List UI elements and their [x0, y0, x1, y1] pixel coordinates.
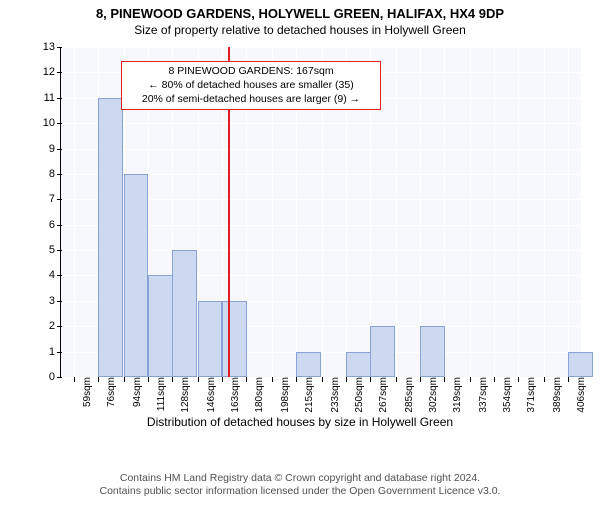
x-tick-label: 354sqm: [494, 377, 513, 413]
histogram-bar: [568, 352, 593, 377]
histogram-bar: [370, 326, 395, 377]
histogram-bar: [222, 301, 247, 377]
x-tick-label: 389sqm: [544, 377, 563, 413]
x-tick-label: 198sqm: [272, 377, 291, 413]
annotation-line: ← 80% of detached houses are smaller (35…: [128, 78, 374, 92]
y-tick-label: 4: [49, 269, 61, 281]
footer-line: Contains HM Land Registry data © Crown c…: [0, 472, 600, 485]
y-tick-label: 2: [49, 320, 61, 332]
x-tick-label: 215sqm: [296, 377, 315, 413]
x-tick-label: 94sqm: [124, 377, 143, 407]
y-tick-label: 8: [49, 168, 61, 180]
x-tick-label: 285sqm: [396, 377, 415, 413]
histogram-bar: [198, 301, 223, 377]
x-tick-label: 406sqm: [568, 377, 587, 413]
x-tick-label: 146sqm: [198, 377, 217, 413]
y-tick-label: 13: [43, 41, 61, 53]
x-tick-label: 371sqm: [518, 377, 537, 413]
x-axis-label: Distribution of detached houses by size …: [0, 415, 600, 429]
x-tick-label: 59sqm: [74, 377, 93, 407]
y-tick-label: 6: [49, 219, 61, 231]
histogram-bar: [172, 250, 197, 377]
y-tick-label: 3: [49, 295, 61, 307]
gridline-vertical: [470, 47, 471, 377]
x-tick-label: 111sqm: [148, 377, 167, 411]
x-tick-label: 163sqm: [222, 377, 241, 413]
histogram-bar: [296, 352, 321, 377]
page-subtitle: Size of property relative to detached ho…: [0, 23, 600, 37]
y-tick-label: 11: [44, 92, 61, 104]
x-tick-label: 267sqm: [370, 377, 389, 413]
footer-line: Contains public sector information licen…: [0, 485, 600, 498]
gridline-vertical: [494, 47, 495, 377]
page-title: 8, PINEWOOD GARDENS, HOLYWELL GREEN, HAL…: [0, 6, 600, 21]
x-tick-label: 128sqm: [172, 377, 191, 413]
annotation-line: 8 PINEWOOD GARDENS: 167sqm: [128, 64, 374, 78]
histogram-bar: [420, 326, 445, 377]
gridline-vertical: [544, 47, 545, 377]
x-tick-label: 233sqm: [322, 377, 341, 413]
chart-attribution: Contains HM Land Registry data © Crown c…: [0, 472, 600, 498]
x-tick-label: 180sqm: [246, 377, 265, 413]
plot-area: 01234567891011121359sqm76sqm94sqm111sqm1…: [60, 47, 581, 378]
x-tick-label: 302sqm: [420, 377, 439, 413]
x-tick-label: 337sqm: [470, 377, 489, 413]
histogram-chart: Number of detached properties 0123456789…: [0, 37, 600, 457]
y-tick-label: 9: [49, 143, 61, 155]
chart-annotation: 8 PINEWOOD GARDENS: 167sqm ← 80% of deta…: [121, 61, 381, 110]
gridline-vertical: [74, 47, 75, 377]
gridline-vertical: [518, 47, 519, 377]
x-tick-label: 76sqm: [98, 377, 117, 407]
y-tick-label: 10: [43, 117, 61, 129]
gridline-vertical: [568, 47, 569, 377]
y-tick-label: 0: [49, 371, 61, 383]
y-tick-label: 12: [43, 66, 61, 78]
y-tick-label: 1: [49, 346, 61, 358]
y-tick-label: 5: [49, 244, 61, 256]
histogram-bar: [98, 98, 123, 377]
x-tick-label: 319sqm: [444, 377, 463, 413]
annotation-line: 20% of semi-detached houses are larger (…: [128, 92, 374, 106]
gridline-vertical: [396, 47, 397, 377]
histogram-bar: [148, 275, 173, 377]
x-tick-label: 250sqm: [346, 377, 365, 413]
histogram-bar: [124, 174, 149, 377]
y-tick-label: 7: [49, 193, 61, 205]
histogram-bar: [346, 352, 371, 377]
